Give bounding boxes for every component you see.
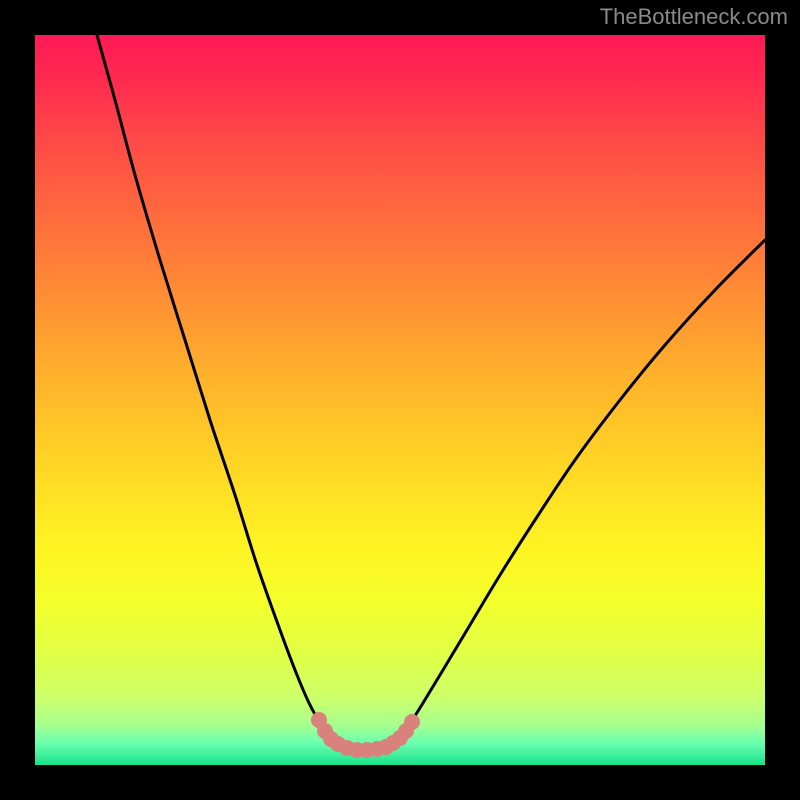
bottleneck-curve <box>35 35 765 765</box>
marker-dot <box>404 714 420 730</box>
watermark-text: TheBottleneck.com <box>600 4 788 30</box>
chart-outer: TheBottleneck.com <box>0 0 800 800</box>
plot-area <box>35 35 765 765</box>
